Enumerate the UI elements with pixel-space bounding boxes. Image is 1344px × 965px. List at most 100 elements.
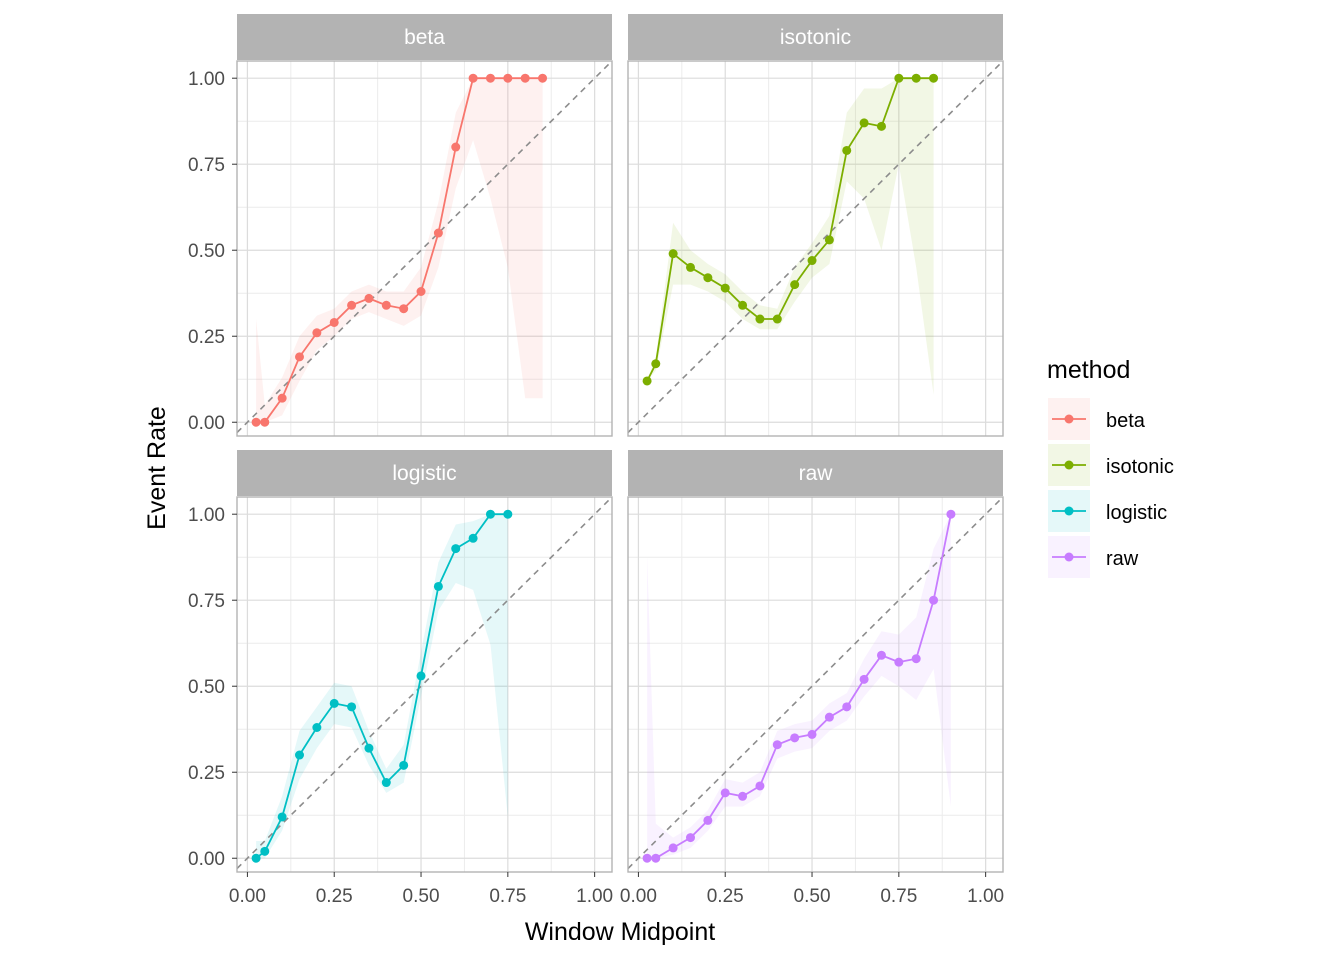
data-point [807,729,817,739]
x-tick-label: 0.25 [316,886,353,907]
data-point [642,853,652,863]
data-point [347,702,357,712]
data-point [876,121,886,131]
data-point [364,743,374,753]
data-point [260,417,270,427]
reference-diagonal [237,61,612,434]
data-point [911,654,921,664]
data-point [295,750,304,760]
data-point [686,833,695,843]
panel-plot-area [237,61,612,434]
data-point [842,702,852,712]
data-point [894,657,904,667]
data-point [416,287,426,297]
data-point [468,533,478,543]
panel-plot-area [237,497,612,870]
legend-key-point [1064,414,1074,424]
data-point [755,314,765,324]
x-tick-label: 0.00 [229,886,266,907]
data-point [260,846,270,856]
legend-label: logistic [1106,502,1167,524]
data-point [842,145,852,155]
legend-label: beta [1106,410,1146,432]
data-point [485,73,495,83]
data-point [485,509,495,519]
data-point [946,509,956,519]
x-tick-label: 0.00 [620,886,657,907]
data-point [807,256,817,266]
x-tick-label: 0.25 [707,886,744,907]
confidence-ribbon [256,514,508,859]
x-tick-label: 0.50 [794,886,831,907]
data-point [251,853,261,863]
y-tick-label: 0.00 [188,849,225,870]
data-point [347,300,357,310]
facet-strip [237,14,612,60]
data-point [876,650,886,660]
data-point [329,317,339,327]
y-tick-label: 0.25 [188,327,225,348]
y-tick-label: 0.00 [188,413,225,434]
data-point [824,235,834,245]
data-point [312,723,322,733]
panel-plot-area [628,61,1003,434]
legend-label: isotonic [1106,456,1174,478]
data-point [738,300,748,310]
x-tick-label: 0.50 [403,886,440,907]
y-tick-label: 1.00 [188,505,225,526]
x-tick-label: 0.75 [489,886,526,907]
panel-plot-area [628,497,1003,870]
data-point [929,73,939,83]
data-point [520,73,530,83]
facet-panel-beta: beta 0.00 0.25 0.50 0.75 1.00 [188,14,613,437]
data-point [703,273,713,283]
data-point [911,73,921,83]
y-tick-label: 0.75 [188,591,225,612]
data-point [668,249,678,259]
facet-strip [628,450,1003,496]
legend: method beta isotonic logistic raw [1047,356,1174,578]
y-axis-title: Event Rate [143,406,171,530]
data-point [703,815,713,825]
facet-panel-logistic: logistic 0.00 0.25 0.50 0.75 1.00 0.00 0.25 0.50… [188,450,613,907]
data-point [772,740,782,750]
facet-panel-raw: raw 0.00 0.25 0.50 0.75 1.00 [620,450,1004,907]
confidence-ribbon [647,78,934,395]
data-point [651,359,661,369]
data-point [451,142,461,152]
y-tick-label: 0.75 [188,155,225,176]
data-point [824,712,834,722]
y-tick-label: 0.25 [188,763,225,784]
x-tick-label: 1.00 [967,886,1004,907]
confidence-ribbon [256,78,543,423]
data-point [651,853,661,863]
data-point [312,328,322,338]
data-point [929,595,939,605]
data-point [433,581,443,591]
reference-diagonal [237,497,612,870]
data-point [251,417,261,427]
data-point [538,73,548,83]
data-point [468,73,478,83]
data-point [738,791,748,801]
legend-key-point [1064,552,1074,562]
y-tick-label: 1.00 [188,69,225,90]
data-point [277,812,287,822]
facet-strip [628,14,1003,60]
data-point [295,352,304,362]
facet-strip-label: isotonic [780,26,851,49]
x-tick-label: 1.00 [576,886,613,907]
data-point [433,228,443,238]
data-point [399,304,409,314]
data-point [399,760,409,770]
panel-border [627,496,1004,873]
x-axis-title: Window Midpoint [525,918,715,946]
data-point [381,300,391,310]
data-point [790,280,800,290]
facet-strip-label: raw [799,462,834,485]
data-point [451,544,461,554]
legend-key-point [1064,460,1074,470]
data-point [686,262,695,272]
